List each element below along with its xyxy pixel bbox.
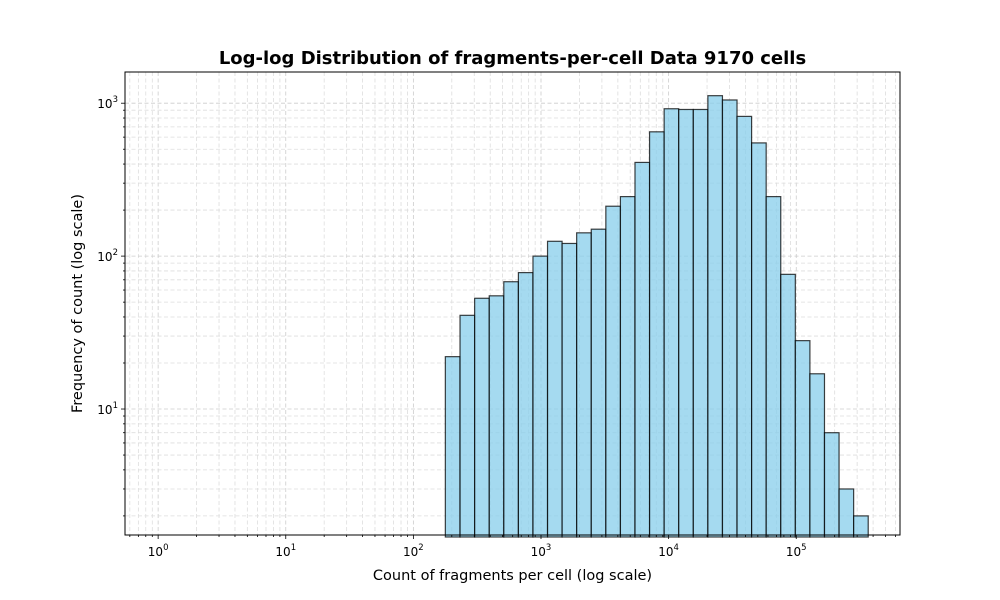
histogram-bar bbox=[809, 373, 826, 538]
histogram-bar bbox=[678, 108, 694, 538]
x-tick-label: 100 bbox=[148, 543, 169, 559]
histogram-bar bbox=[488, 295, 505, 538]
histogram-bar bbox=[444, 356, 461, 538]
x-axis-label: Count of fragments per cell (log scale) bbox=[373, 568, 652, 584]
histogram-bar bbox=[765, 196, 782, 538]
histogram-bar bbox=[503, 281, 519, 538]
histogram-bar bbox=[619, 196, 636, 538]
y-tick-label: 103 bbox=[97, 95, 118, 111]
histogram-bar bbox=[663, 108, 680, 538]
y-axis-label: Frequency of count (log scale) bbox=[70, 194, 86, 413]
histogram-bar bbox=[692, 108, 709, 538]
x-tick-label: 102 bbox=[403, 543, 424, 559]
histogram-bar bbox=[474, 297, 490, 538]
x-tick-label: 105 bbox=[786, 543, 807, 559]
histogram-bar bbox=[605, 205, 622, 538]
histogram-bar bbox=[590, 228, 607, 538]
x-tick-label: 104 bbox=[658, 543, 679, 559]
histogram-bar bbox=[532, 255, 549, 538]
histogram-bar bbox=[721, 99, 738, 538]
chart-title: Log-log Distribution of fragments-per-ce… bbox=[219, 48, 806, 69]
histogram-bar bbox=[780, 273, 796, 538]
histogram-bar bbox=[459, 314, 476, 538]
histogram-bar bbox=[853, 515, 869, 538]
histogram-bar bbox=[561, 242, 578, 538]
histogram-bar bbox=[634, 161, 651, 538]
y-tick-label: 101 bbox=[97, 401, 118, 417]
histogram-bar bbox=[517, 272, 534, 538]
histogram-bars bbox=[444, 95, 869, 538]
histogram-bar bbox=[838, 488, 855, 538]
x-axis-ticks: 100 101 102 103 104 105 bbox=[129, 535, 896, 559]
histogram-bar bbox=[707, 95, 724, 538]
y-tick-label: 102 bbox=[97, 248, 118, 264]
histogram-bar bbox=[546, 240, 563, 538]
x-tick-label: 103 bbox=[531, 543, 552, 559]
histogram-bar bbox=[576, 232, 592, 538]
x-tick-label: 101 bbox=[275, 543, 296, 559]
histogram-bar bbox=[823, 432, 840, 538]
histogram-bar bbox=[736, 115, 753, 538]
y-axis-ticks: 101 102 103 bbox=[97, 95, 125, 517]
histogram-bar bbox=[794, 340, 811, 538]
histogram-bar bbox=[751, 142, 767, 538]
histogram-bar bbox=[648, 131, 665, 538]
